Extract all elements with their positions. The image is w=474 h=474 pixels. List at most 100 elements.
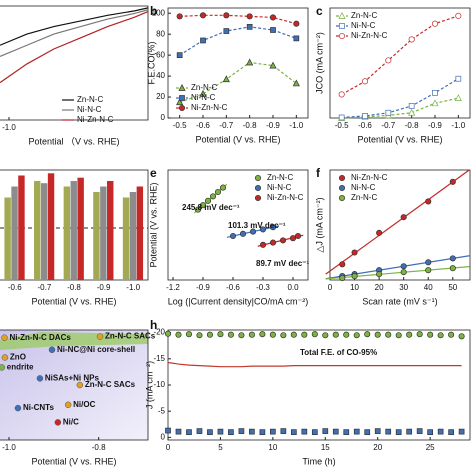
marker bbox=[364, 331, 371, 338]
marker bbox=[408, 36, 415, 43]
marker bbox=[289, 235, 297, 242]
marker bbox=[223, 12, 230, 19]
bar bbox=[136, 186, 144, 280]
y-tick-label: 0 bbox=[161, 113, 166, 122]
x-axis-label: Potential (V vs. RHE) bbox=[195, 134, 280, 144]
marker bbox=[455, 12, 462, 19]
legend-marker bbox=[254, 174, 262, 182]
marker bbox=[458, 333, 465, 340]
marker bbox=[96, 333, 104, 340]
marker bbox=[416, 331, 423, 338]
x-axis-label: Potential (V vs. RHE) bbox=[357, 134, 442, 144]
y-tick-label: 0 bbox=[161, 432, 166, 441]
legend-label: Ni-N-C bbox=[267, 183, 292, 192]
marker bbox=[425, 259, 432, 266]
point-label: Zn-N-C SACs bbox=[105, 332, 156, 341]
marker bbox=[217, 428, 224, 435]
bar bbox=[18, 175, 25, 280]
y-axis-label: F.E.CO(%) bbox=[146, 41, 156, 84]
marker bbox=[259, 331, 266, 338]
x-axis-label: Log (|Current density|CO/mA cm⁻²) bbox=[168, 296, 308, 306]
marker bbox=[301, 428, 308, 435]
legend-marker bbox=[254, 184, 262, 192]
marker bbox=[204, 197, 212, 204]
x-tick-label: -0.5 bbox=[335, 121, 349, 130]
marker bbox=[36, 375, 44, 382]
marker bbox=[165, 427, 171, 434]
marker bbox=[362, 113, 368, 119]
point-label: Ni-NC@Ni core-shell bbox=[57, 345, 135, 354]
bar bbox=[4, 197, 11, 280]
x-tick-label: -0.6 bbox=[226, 283, 240, 292]
point-label: NiSAs+Ni NPs bbox=[45, 374, 100, 383]
marker bbox=[449, 265, 456, 272]
series-line bbox=[0, 11, 149, 84]
plot-frame bbox=[167, 329, 471, 441]
legend-marker bbox=[254, 194, 262, 202]
marker bbox=[259, 241, 267, 248]
x-tick-label: -0.6 bbox=[196, 121, 210, 130]
marker bbox=[270, 27, 276, 33]
series-line bbox=[179, 61, 297, 103]
legend-marker bbox=[338, 32, 346, 40]
marker bbox=[431, 20, 439, 27]
marker bbox=[217, 331, 224, 338]
marker bbox=[269, 61, 277, 69]
panel-label: f bbox=[316, 166, 321, 180]
marker bbox=[455, 75, 462, 82]
series-line bbox=[341, 78, 459, 119]
y-tick-label: 100 bbox=[152, 8, 166, 17]
legend-label: Ni-Zn-N-C bbox=[351, 31, 388, 40]
annotation: 89.7 mV dec⁻¹ bbox=[256, 259, 309, 268]
series-line bbox=[0, 7, 149, 46]
y-tick-label: -20 bbox=[153, 328, 165, 337]
marker bbox=[448, 429, 454, 435]
marker bbox=[322, 428, 329, 434]
marker bbox=[209, 193, 217, 200]
point-label: Ni/OC bbox=[73, 400, 95, 409]
marker bbox=[432, 90, 438, 96]
marker bbox=[376, 229, 383, 236]
marker bbox=[395, 429, 402, 435]
y-axis-label: J (mA cm⁻²) bbox=[144, 361, 154, 409]
marker bbox=[1, 334, 8, 341]
x-axis-label: Potential （V vs. RHE) bbox=[28, 136, 119, 146]
legend-marker bbox=[338, 12, 346, 19]
y-axis-label: △J (mA cm⁻²) bbox=[314, 197, 324, 252]
legend-label: Zn-N-C bbox=[77, 95, 103, 104]
bar bbox=[100, 186, 107, 280]
x-tick-label: -0.9 bbox=[428, 121, 442, 130]
bar bbox=[47, 173, 55, 280]
x-tick-label: 15 bbox=[321, 443, 330, 452]
marker bbox=[395, 332, 402, 339]
x-tick-label: 5 bbox=[218, 443, 223, 452]
bar bbox=[93, 192, 100, 280]
marker bbox=[353, 332, 360, 339]
marker bbox=[332, 428, 339, 435]
x-tick-label: -0.8 bbox=[405, 121, 419, 130]
marker bbox=[280, 332, 287, 339]
panel-label: h bbox=[150, 318, 157, 332]
marker bbox=[186, 429, 192, 435]
point-label: ZnO bbox=[10, 353, 26, 362]
marker bbox=[416, 428, 423, 434]
x-tick-label: -0.3 bbox=[256, 283, 270, 292]
marker bbox=[385, 57, 392, 64]
x-tick-label: 40 bbox=[424, 283, 433, 292]
marker bbox=[249, 228, 257, 235]
legend-marker bbox=[179, 95, 185, 101]
marker bbox=[385, 331, 392, 338]
marker bbox=[458, 428, 465, 435]
marker bbox=[76, 381, 84, 389]
marker bbox=[339, 261, 346, 268]
legend-marker bbox=[339, 23, 345, 29]
y-tick-label: -10 bbox=[153, 380, 165, 389]
marker bbox=[294, 232, 302, 240]
marker bbox=[293, 20, 300, 27]
legend-marker bbox=[338, 174, 346, 182]
plot-frame bbox=[329, 169, 471, 281]
x-tick-label: 50 bbox=[448, 283, 457, 292]
marker bbox=[311, 331, 318, 338]
marker bbox=[290, 429, 297, 435]
marker bbox=[454, 94, 462, 101]
